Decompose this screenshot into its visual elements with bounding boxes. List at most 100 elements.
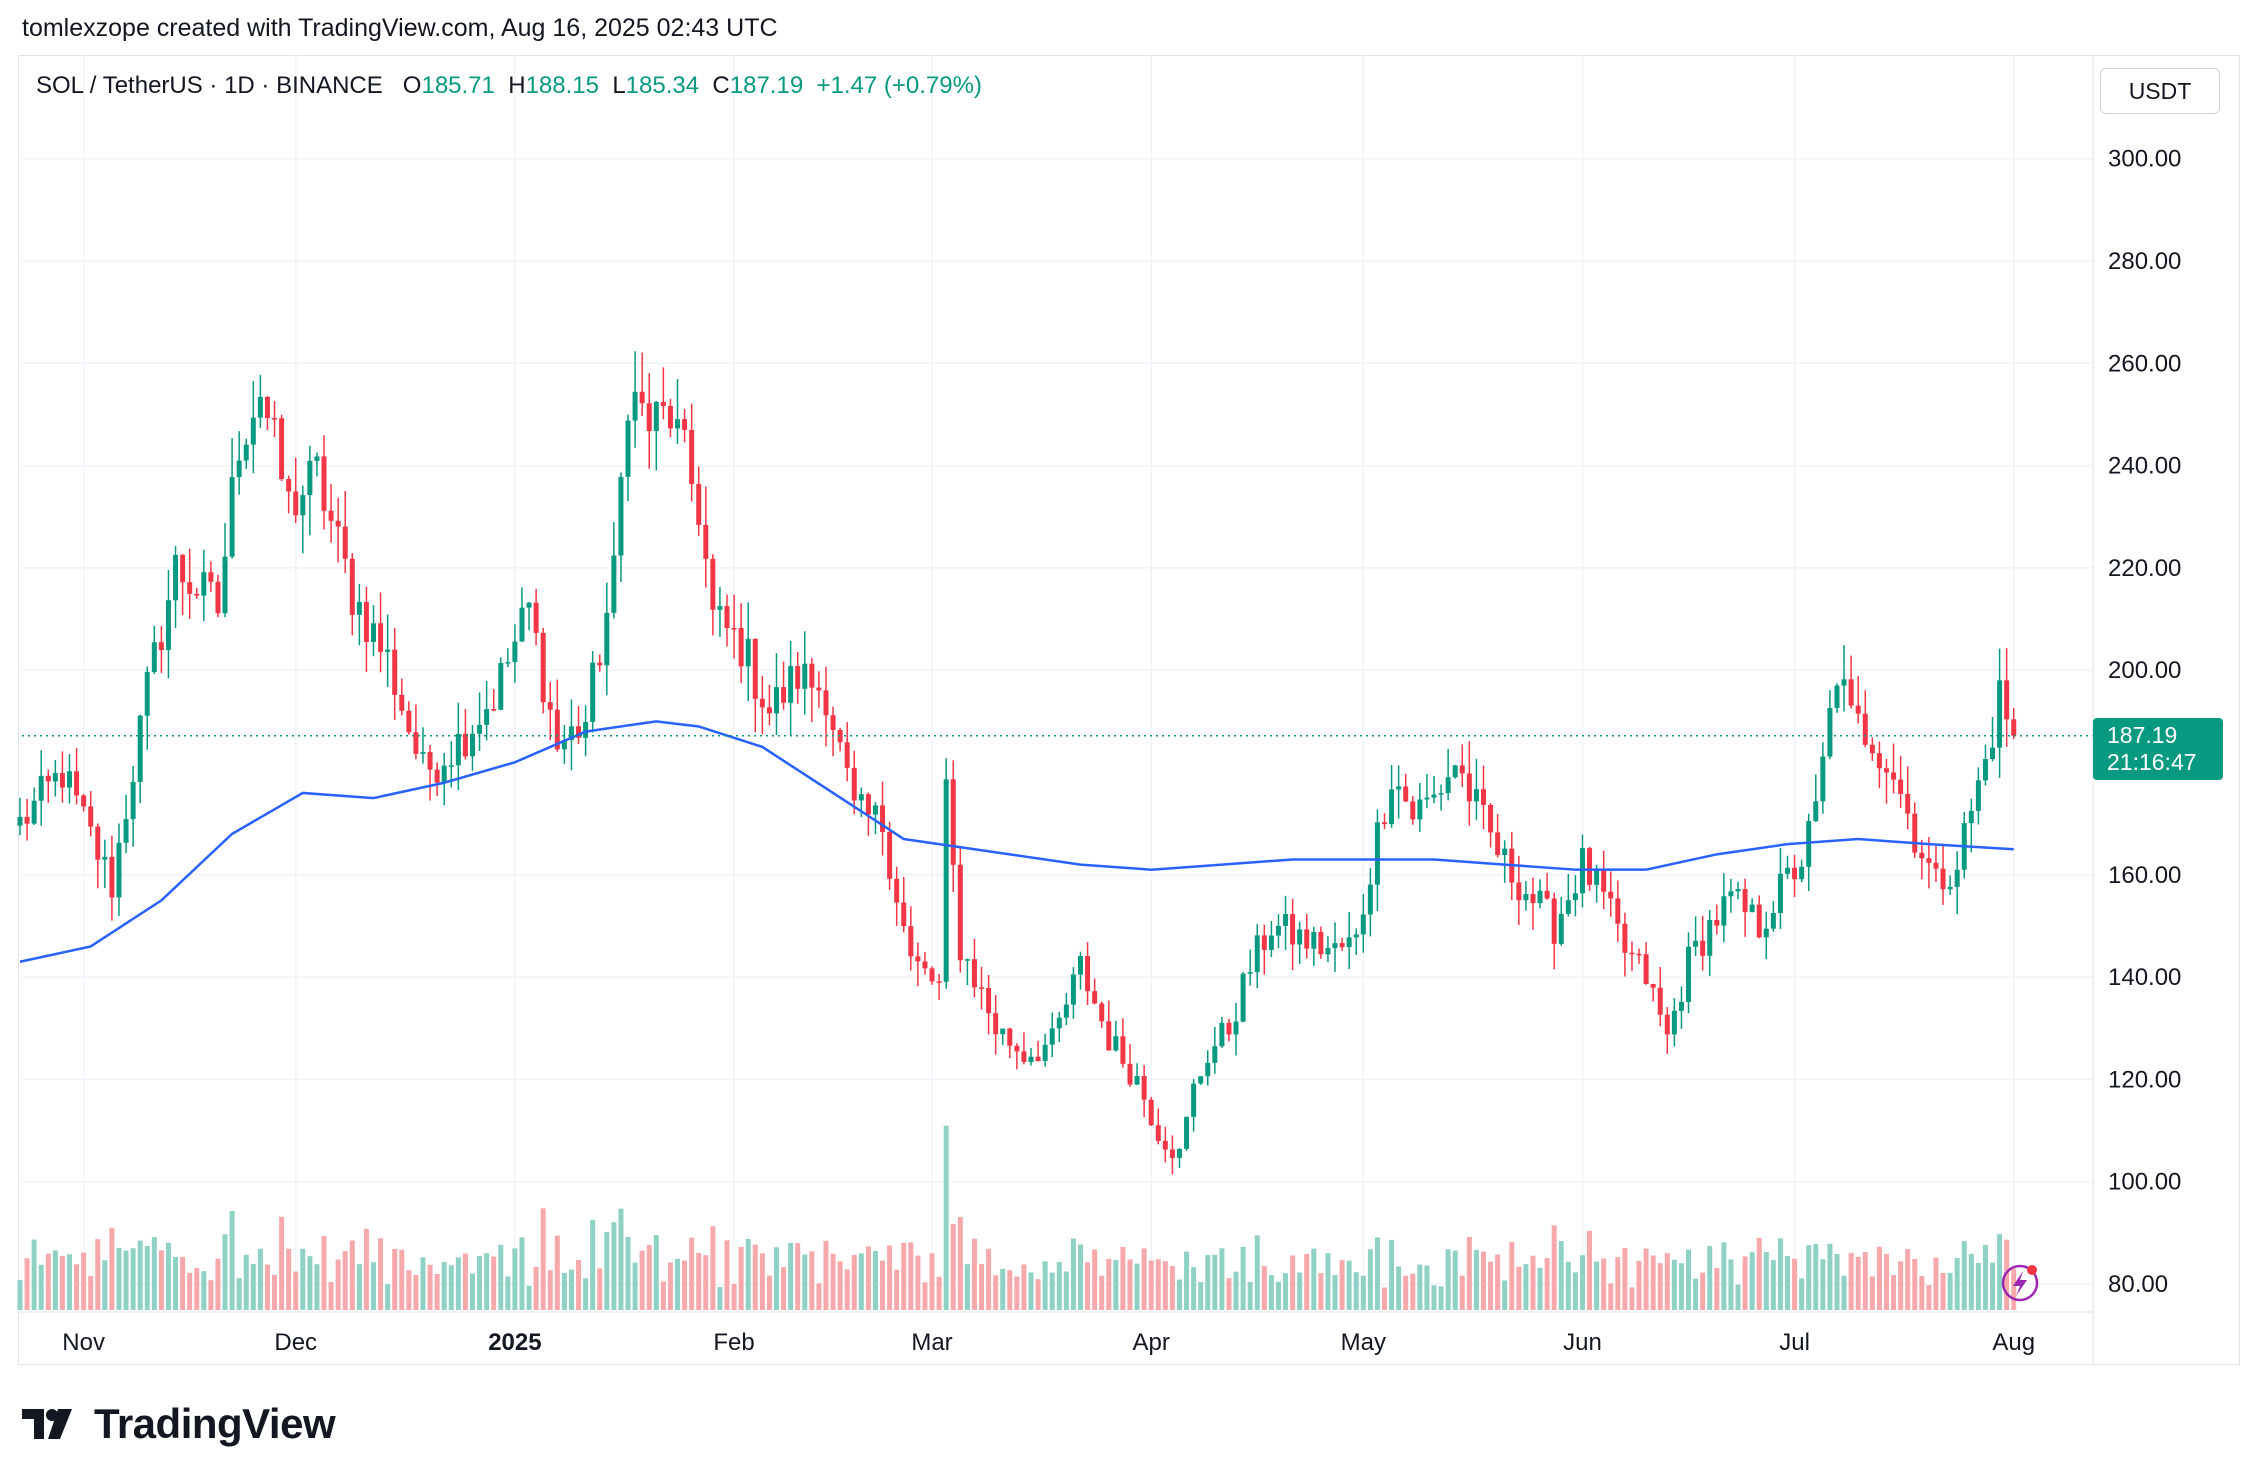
volume-bar bbox=[1587, 1230, 1593, 1310]
volume-bar bbox=[781, 1267, 787, 1310]
symbol-name: SOL / TetherUS · 1D · BINANCE bbox=[36, 72, 383, 99]
currency-button[interactable]: USDT bbox=[2100, 68, 2220, 114]
volume-bar bbox=[1162, 1261, 1168, 1310]
candle-body bbox=[1558, 913, 1564, 944]
candle-body bbox=[1424, 797, 1430, 800]
candle-body bbox=[1530, 894, 1536, 904]
volume-bar bbox=[1106, 1258, 1112, 1310]
y-tick-label: 100.00 bbox=[2108, 1169, 2181, 1196]
volume-bar bbox=[745, 1238, 751, 1310]
candle-body bbox=[180, 554, 186, 583]
volume-bar bbox=[321, 1236, 327, 1310]
candle-body bbox=[1063, 1004, 1069, 1018]
volume-bar bbox=[795, 1243, 801, 1310]
volume-bar bbox=[1120, 1246, 1126, 1310]
candle-body bbox=[194, 593, 200, 596]
low-label: L bbox=[612, 72, 626, 99]
candle-body bbox=[1898, 779, 1904, 794]
volume-bar bbox=[773, 1247, 779, 1310]
candle-body bbox=[950, 779, 956, 865]
y-tick-label: 80.00 bbox=[2108, 1271, 2168, 1298]
volume-bar bbox=[922, 1282, 928, 1310]
volume-bar bbox=[448, 1265, 454, 1310]
volume-bar bbox=[759, 1253, 765, 1310]
volume-bar bbox=[123, 1250, 129, 1310]
volume-bar bbox=[979, 1264, 985, 1310]
lightning-icon[interactable] bbox=[2001, 1264, 2039, 1302]
candle-body bbox=[929, 968, 935, 982]
candle-body bbox=[1997, 680, 2003, 748]
volume-bar bbox=[915, 1255, 921, 1310]
candle-body bbox=[1042, 1044, 1048, 1061]
volume-bar bbox=[1169, 1266, 1175, 1310]
candle-body bbox=[1813, 801, 1819, 822]
candle-body bbox=[1191, 1083, 1197, 1117]
volume-bar bbox=[887, 1245, 893, 1310]
candle-body bbox=[1106, 1021, 1112, 1051]
candle-body bbox=[971, 959, 977, 988]
volume-bar bbox=[1445, 1249, 1451, 1310]
tradingview-logo[interactable]: TradingView bbox=[22, 1400, 336, 1448]
volume-bar bbox=[1636, 1260, 1642, 1310]
candle-body bbox=[1325, 948, 1331, 955]
candle-body bbox=[102, 856, 108, 860]
candle-body bbox=[455, 733, 461, 766]
volume-bar bbox=[561, 1272, 567, 1310]
candle-body bbox=[1396, 786, 1402, 790]
volume-bar bbox=[639, 1250, 645, 1310]
volume-bar bbox=[1763, 1252, 1769, 1310]
candle-body bbox=[1120, 1036, 1126, 1064]
candle-body bbox=[731, 628, 737, 630]
candle-body bbox=[1318, 931, 1324, 955]
volume-bar bbox=[611, 1222, 617, 1310]
volume-bar bbox=[880, 1260, 886, 1310]
candle-body bbox=[378, 623, 384, 652]
x-tick-label: Feb bbox=[713, 1329, 754, 1356]
candle-body bbox=[1954, 869, 1960, 887]
volume-bar bbox=[413, 1275, 419, 1310]
candle-body bbox=[1261, 935, 1267, 950]
candle-body bbox=[1629, 952, 1635, 955]
volume-bar bbox=[1940, 1272, 1946, 1310]
volume-bar bbox=[1191, 1267, 1197, 1310]
candle-body bbox=[1601, 870, 1607, 892]
candle-body bbox=[639, 391, 645, 404]
volume-bar bbox=[1947, 1272, 1953, 1310]
candle-body bbox=[1587, 848, 1593, 885]
candle-body bbox=[1346, 937, 1352, 948]
candle-body bbox=[554, 709, 560, 750]
volume-bar bbox=[236, 1278, 242, 1310]
candle-body bbox=[682, 419, 688, 430]
volume-bar bbox=[1212, 1254, 1218, 1310]
candle-body bbox=[1431, 794, 1437, 798]
volume-bar bbox=[1869, 1276, 1875, 1310]
volume-bar bbox=[279, 1216, 285, 1310]
volume-bar bbox=[1480, 1251, 1486, 1310]
volume-bar bbox=[1148, 1260, 1154, 1310]
volume-bar bbox=[24, 1258, 30, 1310]
candle-body bbox=[243, 444, 249, 461]
candle-body bbox=[1707, 919, 1713, 956]
candle-body bbox=[1657, 987, 1663, 1015]
candle-body bbox=[851, 767, 857, 801]
candle-body bbox=[1502, 848, 1508, 856]
candle-body bbox=[462, 733, 468, 757]
volume-bar bbox=[971, 1238, 977, 1310]
x-tick-label: 2025 bbox=[488, 1329, 541, 1356]
volume-bar bbox=[1749, 1252, 1755, 1310]
volume-bar bbox=[1035, 1279, 1041, 1310]
volume-bar bbox=[109, 1227, 115, 1310]
candle-body bbox=[505, 662, 511, 664]
volume-bar bbox=[1403, 1275, 1409, 1310]
volume-bar bbox=[1410, 1273, 1416, 1310]
volume-bar bbox=[1622, 1247, 1628, 1310]
candle-body bbox=[1700, 940, 1706, 956]
candle-body bbox=[1311, 931, 1317, 949]
y-tick-label: 240.00 bbox=[2108, 453, 2181, 480]
candle-body bbox=[993, 1013, 999, 1035]
volume-bar bbox=[1629, 1287, 1635, 1310]
candle-body bbox=[1495, 832, 1501, 856]
axis-layer: 300.00 280.00 260.00 240.00 220.00 200.00 160.… bbox=[22, 146, 2181, 1356]
candle-body bbox=[1275, 925, 1281, 936]
